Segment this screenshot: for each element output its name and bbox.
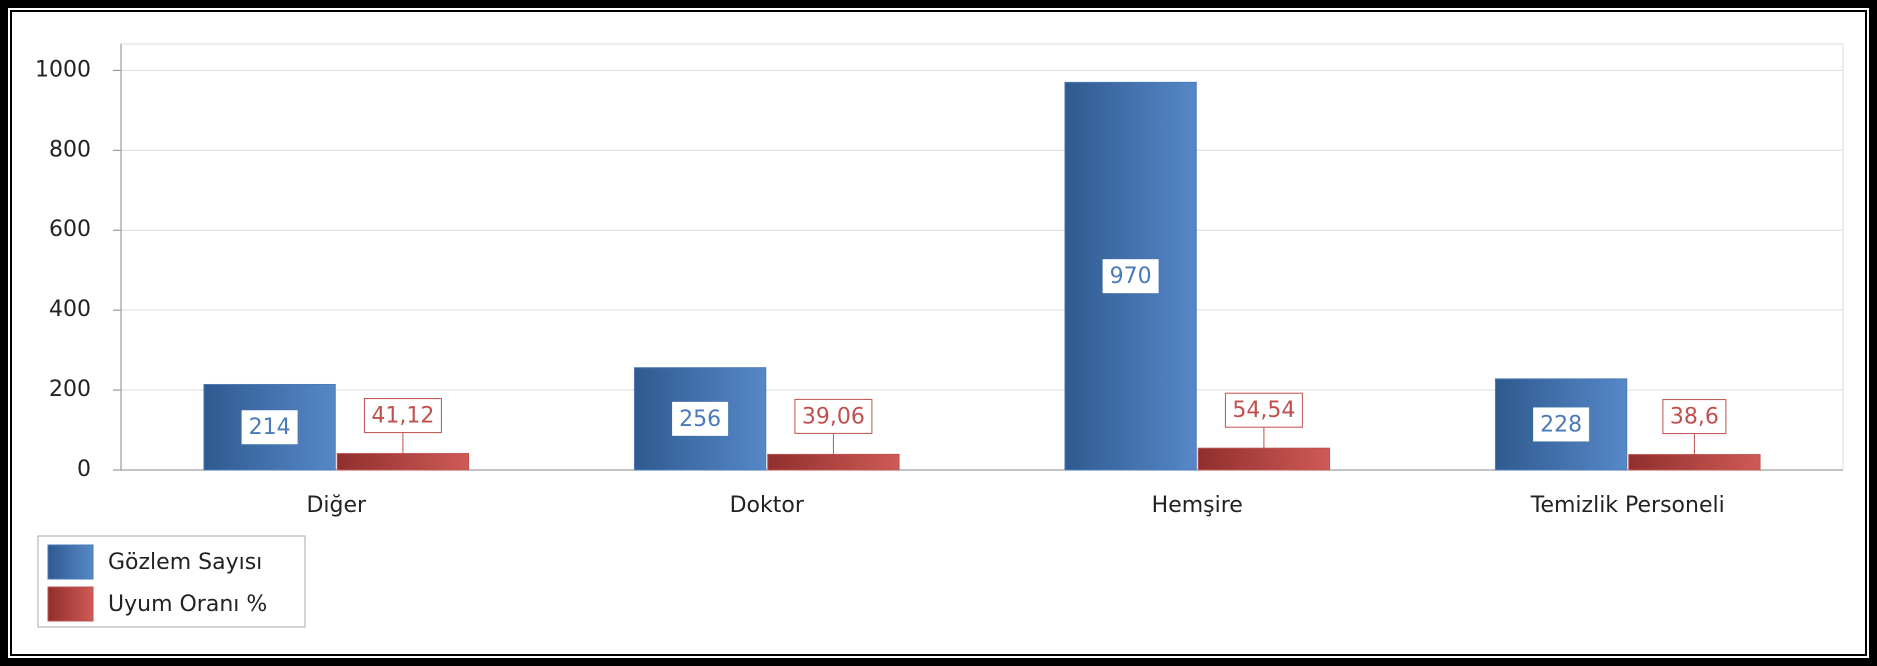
bar (767, 453, 900, 471)
y-tick-label: 400 (49, 297, 91, 322)
legend-label: Uyum Oranı % (108, 592, 267, 617)
data-label-box (1224, 392, 1303, 428)
y-tick-label: 200 (49, 377, 91, 402)
data-label: 54,54 (1232, 398, 1295, 423)
data-label: 970 (1110, 264, 1152, 289)
y-tick-label: 0 (77, 457, 91, 482)
x-tick-label: Hemşire (1152, 493, 1243, 518)
data-label: 38,6 (1670, 405, 1719, 430)
legend-swatch (47, 586, 94, 622)
data-label: 41,12 (371, 404, 434, 429)
data-label: 214 (249, 415, 291, 440)
bar (336, 453, 470, 471)
data-label-box (672, 401, 729, 436)
x-tick-label: Diğer (306, 493, 367, 518)
y-tick-label: 600 (49, 217, 91, 242)
legend-label: Gözlem Sayısı (108, 550, 262, 575)
x-tick-label: Temizlik Personeli (1530, 493, 1725, 518)
data-label: 39,06 (802, 404, 865, 429)
x-tick-label: Doktor (730, 493, 805, 518)
data-label-box (1102, 259, 1159, 294)
data-label-box (1533, 407, 1590, 442)
data-label-box (241, 410, 298, 445)
data-label-box (363, 398, 442, 434)
y-tick-label: 1000 (35, 57, 91, 82)
data-label: 228 (1540, 412, 1582, 437)
inner-frame (10, 10, 1867, 656)
data-label-box (794, 398, 873, 434)
bar (1197, 447, 1331, 471)
y-tick-label: 800 (49, 137, 91, 162)
data-label-box (1662, 399, 1727, 435)
data-label: 256 (679, 407, 721, 432)
legend-swatch (47, 544, 94, 580)
bar (1628, 454, 1761, 471)
